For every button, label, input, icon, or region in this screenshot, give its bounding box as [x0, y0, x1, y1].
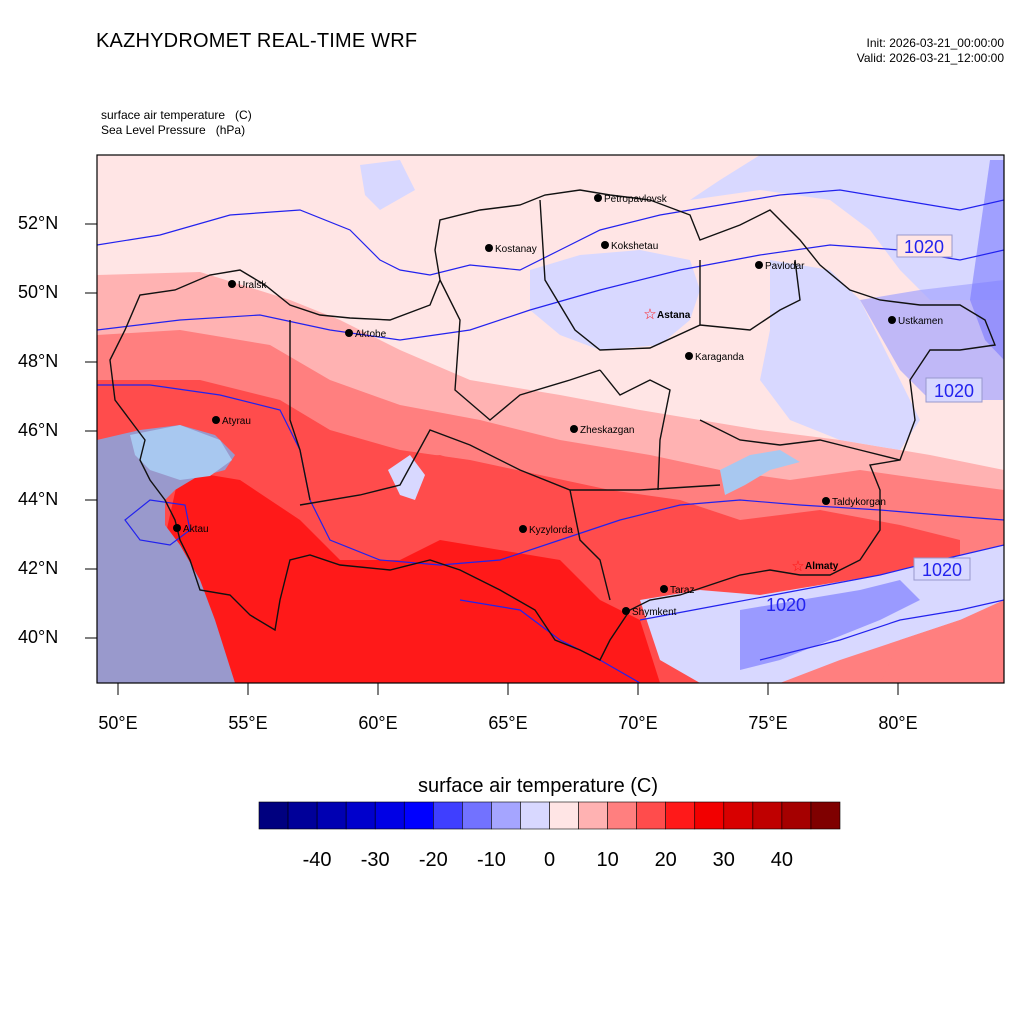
city-zheskazgan: Zheskazgan: [570, 425, 634, 436]
isobars: [97, 189, 1004, 683]
city-kokshetau: Kokshetau: [601, 241, 658, 252]
init-time: Init: 2026-03-21_00:00:00: [866, 36, 1004, 50]
svg-text:Taldykorgan: Taldykorgan: [832, 497, 886, 508]
colorbar-swatch: [549, 801, 579, 830]
colorbar-swatch: [491, 801, 521, 830]
city-atyrau: Atyrau: [212, 416, 251, 427]
colorbar-tick-label: -10: [476, 849, 506, 871]
lon-tick-label: 50°E: [98, 713, 138, 733]
colorbar-swatch: [374, 801, 405, 830]
city-petropavlovsk: Petropavlovsk: [594, 194, 668, 205]
axis-ticks: [85, 223, 899, 695]
colorbar-swatch: [636, 801, 667, 830]
colorbar-swatch: [403, 801, 434, 830]
pressure-label: 1020: [922, 560, 962, 580]
colorbar-swatch: [723, 801, 754, 830]
colorbar-swatch: [781, 801, 812, 830]
colorbar-swatch: [462, 801, 492, 830]
temperature-field: [97, 155, 1004, 683]
colorbar-swatch: [607, 801, 637, 830]
svg-text:Uralsk: Uralsk: [238, 280, 267, 291]
pressure-label: 1020: [934, 381, 974, 401]
valid-time: Valid: 2026-03-21_12:00:00: [856, 51, 1004, 65]
colorbar-swatch: [694, 801, 725, 830]
colorbar-swatch: [520, 801, 550, 830]
city-aktobe: Aktobe: [345, 329, 387, 340]
city-aktau: Aktau: [173, 524, 209, 535]
svg-text:Aktau: Aktau: [183, 524, 209, 535]
city-uralsk: Uralsk: [228, 280, 267, 291]
colorbar-tick-label: 0: [543, 849, 556, 871]
borders: [109, 189, 996, 661]
colorbar-title: surface air temperature (C): [417, 775, 659, 797]
map-frame: [96, 154, 1005, 684]
capital-star-icon: ☆: [791, 557, 804, 575]
colorbar-swatch: [665, 801, 696, 830]
lat-tick-label: 50°N: [18, 282, 59, 302]
svg-text:Atyrau: Atyrau: [222, 416, 251, 427]
svg-text:Pavlodar: Pavlodar: [765, 261, 805, 272]
city-almaty: ☆ Almaty: [791, 557, 839, 575]
pressure-label: 1020: [904, 237, 944, 257]
colorbar-swatch: [316, 801, 347, 830]
colorbar-swatch: [752, 801, 783, 830]
city-pavlodar: Pavlodar: [755, 261, 805, 272]
colorbar-tick-label: -30: [360, 849, 390, 871]
svg-text:Almaty: Almaty: [805, 561, 839, 572]
lat-tick-label: 44°N: [18, 489, 59, 509]
colorbar-tick-label: 40: [770, 849, 794, 871]
lon-tick-label: 80°E: [878, 713, 918, 733]
city-kostanay: Kostanay: [485, 244, 537, 255]
pressure-label: 1020: [766, 595, 806, 615]
lon-tick-label: 70°E: [618, 713, 658, 733]
lon-tick-label: 55°E: [228, 713, 268, 733]
cities: Petropavlovsk Kostanay Kokshetau Pavloda…: [173, 194, 943, 618]
lon-tick-label: 60°E: [358, 713, 398, 733]
svg-text:Aktobe: Aktobe: [355, 329, 387, 340]
city-kyzylorda: Kyzylorda: [519, 525, 573, 536]
colorbar: [258, 801, 841, 830]
svg-text:Karaganda: Karaganda: [695, 352, 744, 363]
colorbar-tick-label: 10: [596, 849, 619, 871]
lat-tick-label: 48°N: [18, 351, 59, 371]
colorbar-tick-label: -40: [302, 849, 332, 871]
pressure-labels: 1020 1020 1020 1020: [766, 234, 983, 615]
colorbar-swatch: [287, 801, 318, 830]
lat-tick-label: 40°N: [18, 627, 59, 647]
city-karaganda: Karaganda: [685, 352, 744, 363]
city-shymkent: Shymkent: [622, 607, 677, 618]
colorbar-swatch: [432, 801, 463, 830]
capital-star-icon: ☆: [643, 305, 656, 323]
svg-text:Astana: Astana: [657, 310, 691, 321]
city-astana: ☆ Astana: [643, 305, 691, 323]
svg-text:Taraz: Taraz: [670, 585, 694, 596]
colorbar-tick-label: 30: [712, 849, 735, 871]
svg-text:Ustkamen: Ustkamen: [898, 316, 943, 327]
svg-text:Kostanay: Kostanay: [495, 244, 537, 255]
city-taldykorgan: Taldykorgan: [822, 497, 886, 508]
lat-tick-label: 42°N: [18, 558, 59, 578]
variable-pressure-label: Sea Level Pressure (hPa): [101, 123, 246, 137]
colorbar-swatch: [578, 801, 608, 830]
lat-tick-label: 46°N: [18, 420, 59, 440]
colorbar-swatch: [810, 801, 841, 830]
city-taraz: Taraz: [660, 585, 694, 596]
colorbar-swatch: [258, 801, 289, 830]
map-title: KAZHYDROMET REAL-TIME WRF: [96, 30, 418, 52]
svg-text:Zheskazgan: Zheskazgan: [580, 425, 634, 436]
lon-tick-label: 75°E: [748, 713, 788, 733]
svg-text:Kyzylorda: Kyzylorda: [529, 525, 573, 536]
lat-tick-label: 52°N: [18, 213, 59, 233]
svg-text:Shymkent: Shymkent: [632, 607, 677, 618]
city-ustkamen: Ustkamen: [888, 316, 943, 327]
lon-tick-label: 65°E: [488, 713, 528, 733]
svg-text:Kokshetau: Kokshetau: [611, 241, 658, 252]
colorbar-tick-label: 20: [654, 849, 677, 871]
variable-temperature-label: surface air temperature (C): [101, 108, 252, 122]
colorbar-swatch: [345, 801, 376, 830]
colorbar-tick-label: -20: [418, 849, 448, 871]
svg-text:Petropavlovsk: Petropavlovsk: [604, 194, 668, 205]
